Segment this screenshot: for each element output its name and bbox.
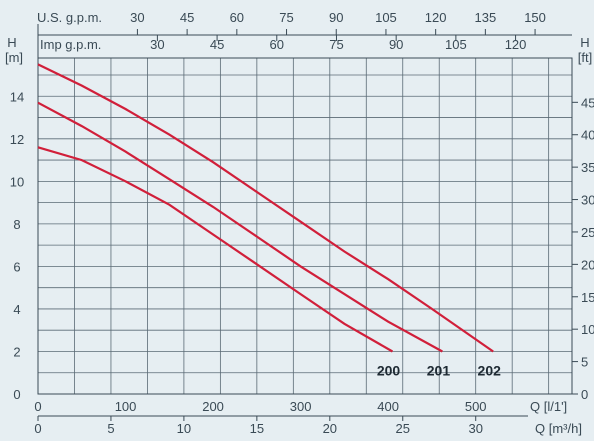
curve-200 <box>37 146 394 353</box>
bottom-tick-label-lmin: 500 <box>465 399 487 414</box>
right-tick-label: 5 <box>581 355 588 370</box>
top-tick-label-usgpm: 120 <box>425 10 447 25</box>
top-tick-label-impgpm: 120 <box>505 37 527 52</box>
top-tick-label-impgpm: 30 <box>150 37 164 52</box>
grid <box>37 24 578 421</box>
top-tick-label-usgpm: 75 <box>279 10 293 25</box>
bottom-axis-label-m3h: Q [m³/h] <box>535 421 582 436</box>
bottom-tick-label-m3h: 25 <box>396 421 410 436</box>
bottom-tick-label-m3h: 5 <box>107 421 114 436</box>
bottom-tick-label-lmin: 100 <box>115 399 137 414</box>
curve-label-201: 201 <box>427 362 451 378</box>
right-tick-label: 40 <box>581 128 594 143</box>
curve-label-200: 200 <box>377 362 401 378</box>
top-tick-label-impgpm: 75 <box>329 37 343 52</box>
right-tick-label: 45 <box>581 95 594 110</box>
left-tick-label: 2 <box>13 344 20 359</box>
right-axis-unit-h: H <box>580 35 589 50</box>
top-tick-label-usgpm: 45 <box>180 10 194 25</box>
bottom-tick-label-m3h: 20 <box>323 421 337 436</box>
bottom-tick-label-m3h: 30 <box>468 421 482 436</box>
left-tick-label: 14 <box>10 89 24 104</box>
top-tick-label-usgpm: 30 <box>130 10 144 25</box>
left-tick-label: 4 <box>13 302 20 317</box>
bottom-tick-label-lmin: 300 <box>290 399 312 414</box>
top-axis-label-usgpm: U.S. g.p.m. <box>37 10 102 25</box>
top-tick-label-impgpm: 90 <box>389 37 403 52</box>
right-tick-label: 20 <box>581 257 594 272</box>
curve-201 <box>37 101 443 353</box>
left-tick-label: 8 <box>13 217 20 232</box>
curve-202 <box>37 63 494 353</box>
left-tick-label: 0 <box>13 387 20 402</box>
right-tick-label: 35 <box>581 160 594 175</box>
top-tick-label-usgpm: 90 <box>329 10 343 25</box>
right-tick-label: 15 <box>581 290 594 305</box>
left-tick-label: 12 <box>10 132 24 147</box>
top-tick-label-usgpm: 150 <box>524 10 546 25</box>
bottom-tick-label-lmin: 400 <box>377 399 399 414</box>
top-tick-label-usgpm: 135 <box>475 10 497 25</box>
curves <box>37 63 494 353</box>
bottom-axis-label-lmin: Q [l/1'] <box>530 399 567 414</box>
right-axis-unit-ft: [ft] <box>578 50 592 65</box>
bottom-tick-label-m3h: 0 <box>34 421 41 436</box>
right-tick-label: 25 <box>581 225 594 240</box>
left-axis-unit-m: [m] <box>5 50 23 65</box>
bottom-tick-label-m3h: 15 <box>250 421 264 436</box>
top-tick-label-impgpm: 45 <box>210 37 224 52</box>
curve-label-202: 202 <box>478 362 502 378</box>
left-tick-label: 10 <box>10 174 24 189</box>
left-axis-unit-h: H <box>7 35 16 50</box>
plot-frame <box>37 57 573 395</box>
bottom-tick-label-lmin: 0 <box>34 399 41 414</box>
top-tick-label-usgpm: 105 <box>375 10 397 25</box>
right-tick-label: 30 <box>581 193 594 208</box>
top-axis-label-impgpm: Imp g.p.m. <box>40 37 101 52</box>
right-tick-label: 0 <box>581 387 588 402</box>
left-tick-label: 6 <box>13 259 20 274</box>
top-tick-label-impgpm: 105 <box>445 37 467 52</box>
top-tick-label-usgpm: 60 <box>230 10 244 25</box>
bottom-tick-label-m3h: 10 <box>177 421 191 436</box>
right-tick-label: 10 <box>581 322 594 337</box>
bottom-tick-label-lmin: 200 <box>202 399 224 414</box>
top-tick-label-impgpm: 60 <box>270 37 284 52</box>
